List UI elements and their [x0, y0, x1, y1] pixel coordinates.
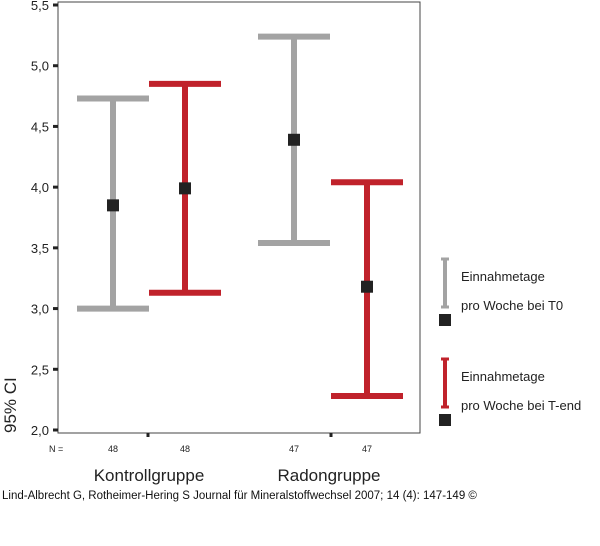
y-tick-label: 5,0 [31, 59, 49, 74]
x-axis-categories: Kontrollgruppe Radongruppe [94, 466, 381, 485]
legend-label: Einnahmetage [461, 369, 545, 384]
legend-item: Einnahmetage pro Woche bei T-end [439, 357, 581, 426]
sample-size-label: 48 [108, 444, 118, 454]
y-tick-label: 5,5 [31, 0, 49, 13]
mean-marker [179, 182, 191, 195]
legend-label: pro Woche bei T-end [461, 398, 581, 413]
sample-size-row: N = 48 47 48 47 [49, 433, 372, 454]
error-bar [258, 33, 330, 246]
legend-label: Einnahmetage [461, 269, 545, 284]
y-tick-label: 3,0 [31, 302, 49, 317]
sample-size-label: 48 [180, 444, 190, 454]
legend-marker [439, 414, 451, 426]
error-bar [149, 80, 221, 296]
legend-item: Einnahmetage pro Woche bei T0 [439, 257, 563, 326]
y-tick-label: 2,0 [31, 423, 49, 438]
error-bar-chart: 2,0 2,5 3,0 3,5 4,0 4,5 5,0 5,5 95% CI N = 48 47… [1, 0, 581, 485]
y-axis-label: 95% CI [1, 377, 20, 433]
error-bar [331, 179, 403, 399]
error-bar [77, 95, 149, 312]
y-tick-label: 3,5 [31, 241, 49, 256]
n-row-label: N = [49, 444, 63, 454]
error-bars [77, 33, 403, 399]
plot-area [57, 1, 421, 434]
sample-size-label: 47 [362, 444, 372, 454]
source-caption: Lind-Albrecht G, Rotheimer-Hering S Jour… [2, 490, 477, 502]
y-tick-label: 4,5 [31, 119, 49, 134]
y-tick-label: 2,5 [31, 362, 49, 377]
mean-marker [288, 133, 300, 146]
mean-marker [107, 199, 119, 212]
legend-label: pro Woche bei T0 [461, 298, 563, 313]
y-tick-label: 4,0 [31, 180, 49, 195]
y-axis: 2,0 2,5 3,0 3,5 4,0 4,5 5,0 5,5 [31, 0, 58, 438]
mean-marker [361, 280, 373, 293]
category-label: Radongruppe [277, 466, 380, 485]
sample-size-label: 47 [289, 444, 299, 454]
legend-marker [439, 314, 451, 326]
category-label: Kontrollgruppe [94, 466, 205, 485]
